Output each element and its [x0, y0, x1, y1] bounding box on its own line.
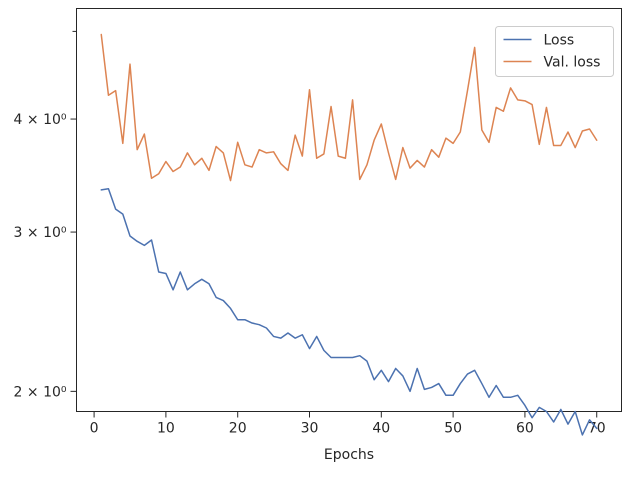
series-line-val-loss: [100, 33, 598, 182]
series-lines: [100, 33, 598, 436]
y-tick-label: 2 × 10⁰: [14, 384, 67, 400]
plot-frame: [76, 8, 622, 412]
x-tick-label: 20: [229, 421, 247, 437]
x-tick-label: 0: [90, 421, 99, 437]
x-tick-label: 40: [372, 421, 390, 437]
series-line-loss: [100, 187, 598, 436]
y-tick-label: 3 × 10⁰: [14, 225, 67, 241]
legend-label: Val. loss: [544, 55, 601, 71]
x-tick-label: 10: [157, 421, 175, 437]
y-tick-label: 4 × 10⁰: [14, 112, 67, 128]
legend: Loss Val. loss: [495, 26, 614, 77]
x-axis-title: Epochs: [324, 447, 374, 463]
y-axis: 2 × 10⁰ 3 × 10⁰ 4 × 10⁰: [14, 30, 77, 400]
plot-area: [76, 8, 622, 412]
x-tick-label: 30: [301, 421, 319, 437]
x-axis: 0 10 20 30 40 50 60 70: [90, 411, 606, 437]
legend-label: Loss: [544, 33, 575, 49]
x-tick-label: 60: [516, 421, 534, 437]
x-tick-label: 50: [444, 421, 462, 437]
